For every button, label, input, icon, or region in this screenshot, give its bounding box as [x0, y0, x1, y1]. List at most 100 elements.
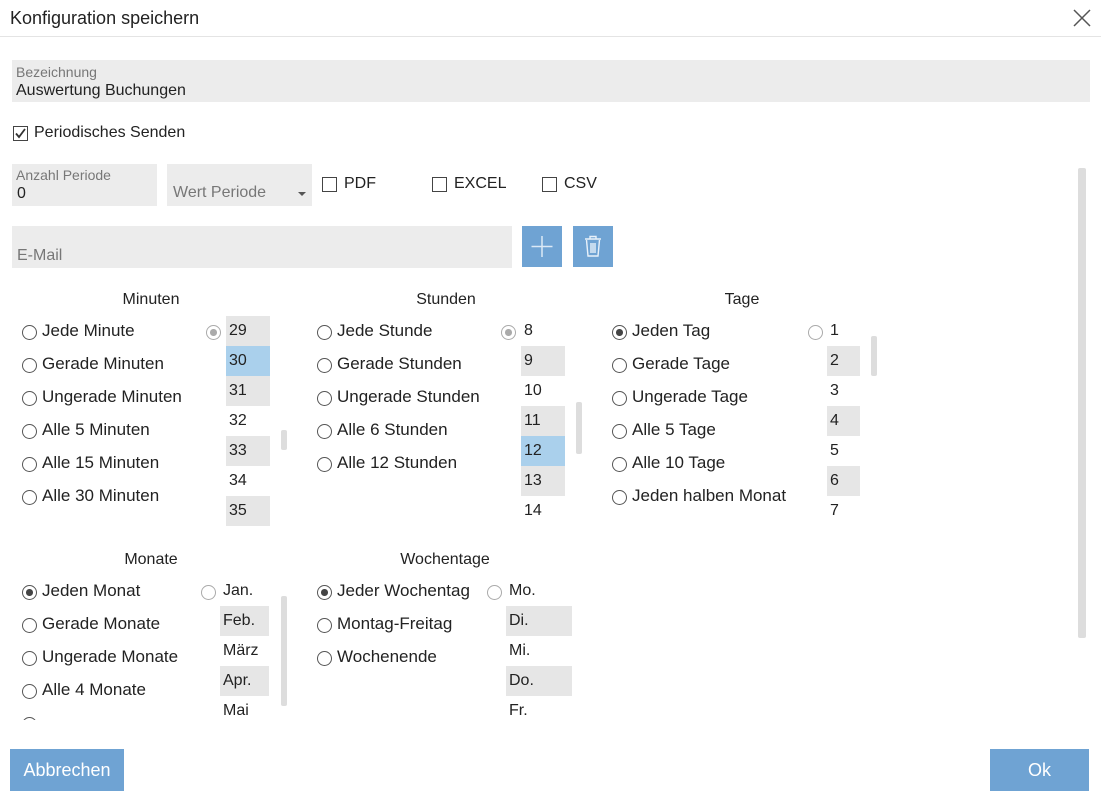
checkbox[interactable] — [432, 177, 447, 192]
list-item[interactable]: Di. — [506, 606, 572, 636]
radio-button[interactable] — [22, 325, 37, 340]
list-item[interactable]: 14 — [524, 502, 542, 519]
delete-button[interactable] — [573, 226, 613, 267]
radio-label[interactable]: Alle 4 Monate — [42, 680, 146, 699]
radio-label[interactable]: Alle 30 Minuten — [42, 486, 160, 505]
radio-button[interactable] — [317, 325, 332, 340]
list-item[interactable]: 5 — [830, 442, 839, 459]
radio-button[interactable] — [22, 391, 37, 406]
radio-label[interactable]: Ungerade Monate — [42, 647, 179, 666]
ok-button[interactable]: Ok — [990, 749, 1089, 791]
radio-button[interactable] — [22, 585, 37, 600]
list-item[interactable]: Do. — [506, 666, 572, 696]
list-item[interactable]: 33 — [226, 436, 270, 466]
scrollbar[interactable] — [576, 402, 582, 454]
checkbox[interactable] — [13, 126, 28, 141]
radio-button[interactable] — [487, 585, 502, 600]
radio-button[interactable] — [317, 651, 332, 666]
radio-label[interactable]: Gerade Stunden — [337, 354, 462, 373]
radio-label[interactable]: Jeder Wochentag — [337, 581, 470, 600]
radio-button[interactable] — [317, 457, 332, 472]
radio-button[interactable] — [317, 585, 332, 600]
list-item[interactable]: Mai — [223, 702, 249, 719]
radio-button[interactable] — [612, 325, 627, 340]
period-select[interactable]: Wert Periode — [167, 164, 312, 206]
name-field[interactable]: Bezeichnung Auswertung Buchungen — [12, 60, 1090, 102]
radio-button[interactable] — [612, 358, 627, 373]
radio-button[interactable] — [22, 490, 37, 505]
list-item[interactable]: 30 — [226, 346, 270, 376]
radio-button[interactable] — [317, 391, 332, 406]
scrollbar[interactable] — [281, 596, 287, 706]
radio-label[interactable]: Gerade Minuten — [42, 354, 164, 373]
radio-button[interactable] — [22, 618, 37, 633]
radio-label[interactable]: Gerade Monate — [42, 614, 161, 633]
radio-button[interactable] — [612, 490, 627, 505]
radio-button[interactable] — [201, 585, 216, 600]
list-item[interactable]: 8 — [524, 322, 533, 339]
radio-label[interactable]: Jeden Monat — [42, 581, 141, 600]
list-item[interactable]: Apr. — [220, 666, 269, 696]
list-item[interactable]: 32 — [229, 412, 247, 429]
radio-label[interactable]: Jede Stunde — [337, 321, 433, 340]
radio-button[interactable] — [22, 358, 37, 373]
scrollbar[interactable] — [1078, 168, 1086, 638]
radio-label[interactable]: Alle 5 Minuten — [42, 420, 150, 439]
radio-button[interactable] — [22, 424, 37, 439]
radio-button[interactable] — [612, 457, 627, 472]
radio-label[interactable]: Ungerade Tage — [632, 387, 748, 406]
list-item[interactable]: 12 — [521, 436, 565, 466]
cancel-button[interactable]: Abbrechen — [10, 749, 124, 791]
list-item[interactable]: 34 — [229, 472, 247, 489]
list-item[interactable]: 2 — [827, 346, 860, 376]
radio-label[interactable]: Alle 12 Stunden — [337, 453, 458, 472]
checkbox[interactable] — [542, 177, 557, 192]
radio-button[interactable] — [22, 717, 37, 720]
radio-button[interactable] — [612, 391, 627, 406]
list-item[interactable]: 31 — [226, 376, 270, 406]
radio-label[interactable]: Ungerade Minuten — [42, 387, 182, 406]
list-item[interactable]: 11 — [521, 406, 565, 436]
list-item[interactable]: Mi. — [509, 642, 531, 659]
list-item[interactable]: Fr. — [509, 702, 528, 719]
radio-button[interactable] — [22, 684, 37, 699]
list-item[interactable]: 35 — [226, 496, 270, 526]
radio-label[interactable]: Ungerade Stunden — [337, 387, 480, 406]
radio-label[interactable]: Alle 6 Stunden — [337, 420, 448, 439]
list-item[interactable]: März — [223, 642, 259, 659]
list-item[interactable]: Feb. — [220, 606, 269, 636]
list-item[interactable]: 29 — [226, 316, 270, 346]
radio-button[interactable] — [22, 457, 37, 472]
radio-label[interactable]: Alle 15 Minuten — [42, 453, 160, 472]
list-item[interactable]: 3 — [830, 382, 839, 399]
radio-button[interactable] — [317, 424, 332, 439]
checkbox[interactable] — [322, 177, 337, 192]
radio-label[interactable]: Alle 10 Tage — [632, 453, 726, 472]
list-item[interactable]: 10 — [524, 382, 542, 399]
radio-button[interactable] — [206, 325, 221, 340]
radio-label[interactable]: Jeden Tag — [632, 321, 711, 340]
scrollbar[interactable] — [871, 336, 877, 376]
close-button[interactable] — [1072, 8, 1092, 28]
list-item[interactable]: 13 — [521, 466, 565, 496]
add-button[interactable] — [522, 226, 562, 267]
radio-label[interactable]: Alle 5 Tage — [632, 420, 716, 439]
radio-button[interactable] — [612, 424, 627, 439]
list-item[interactable]: 1 — [830, 322, 839, 339]
radio-button[interactable] — [808, 325, 823, 340]
list-item[interactable]: 7 — [830, 502, 839, 519]
radio-button[interactable] — [317, 358, 332, 373]
count-field[interactable]: Anzahl Periode 0 — [12, 164, 157, 206]
list-item[interactable]: 4 — [827, 406, 860, 436]
radio-button[interactable] — [22, 651, 37, 666]
radio-button[interactable] — [317, 618, 332, 633]
radio-label[interactable]: Jeden halben Monat — [632, 486, 787, 505]
radio-label[interactable]: Jede Minute — [42, 321, 135, 340]
scrollbar[interactable] — [281, 430, 287, 450]
radio-label[interactable]: Gerade Tage — [632, 354, 730, 373]
list-item[interactable]: 9 — [521, 346, 565, 376]
list-item[interactable]: 6 — [827, 466, 860, 496]
radio-button[interactable] — [501, 325, 516, 340]
list-item[interactable]: Mo. — [509, 582, 536, 599]
radio-label[interactable]: Wochenende — [337, 647, 437, 666]
